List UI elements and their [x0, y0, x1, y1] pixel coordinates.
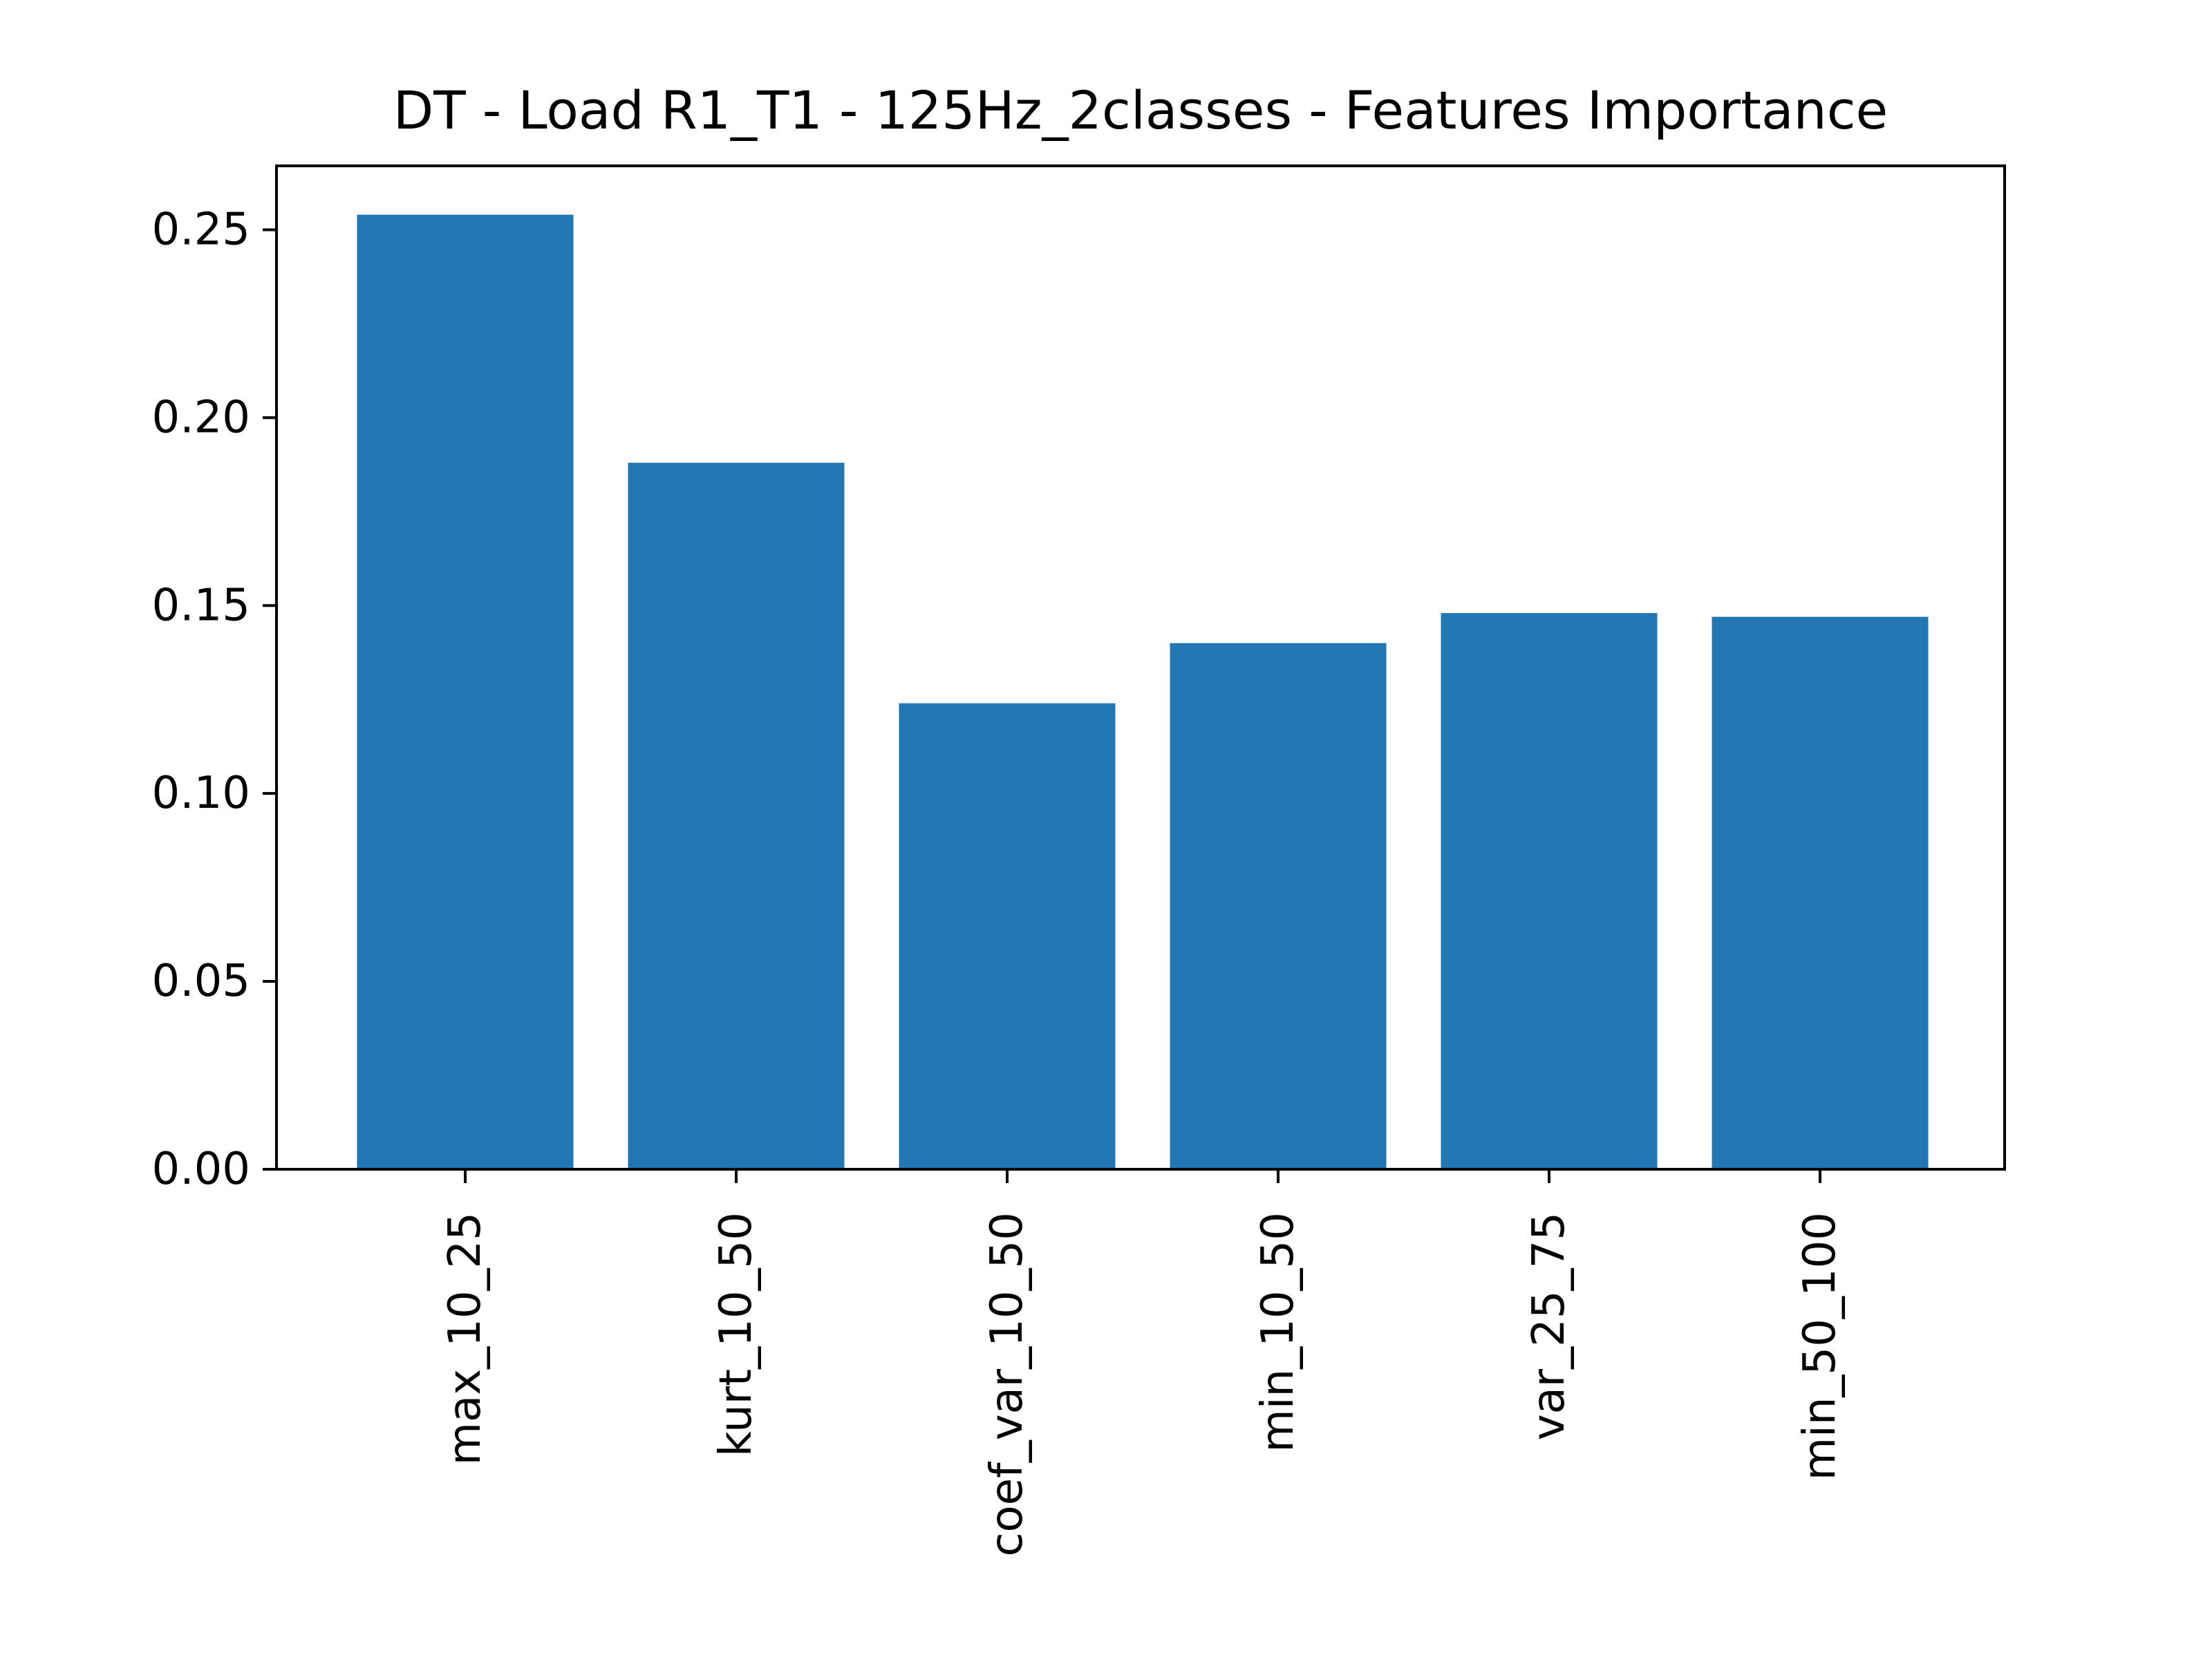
bar-min_50_100 — [1712, 616, 1929, 1169]
x-tick-label-kurt_10_50: kurt_10_50 — [711, 1212, 762, 1457]
x-axis: max_10_25 kurt_10_50 coef_var_10_50 min_10_… — [440, 1169, 1846, 1557]
bars-group — [357, 214, 1929, 1169]
bar-min_10_50 — [1170, 643, 1387, 1169]
bar-coef_var_10_50 — [899, 703, 1116, 1169]
x-tick-label-var_25_75: var_25_75 — [1524, 1212, 1575, 1440]
bar-kurt_10_50 — [628, 462, 845, 1169]
x-tick-label-min_50_100: min_50_100 — [1794, 1212, 1846, 1480]
chart-title: DT - Load R1_T1 - 125Hz_2classes - Featu… — [393, 79, 1888, 141]
y-tick-label: 0.05 — [152, 956, 251, 1007]
x-tick-label-coef_var_10_50: coef_var_10_50 — [982, 1212, 1033, 1557]
x-tick-label-max_10_25: max_10_25 — [440, 1212, 491, 1465]
x-tick-label-min_10_50: min_10_50 — [1253, 1212, 1304, 1453]
y-tick-label: 0.25 — [152, 204, 251, 255]
y-tick-label: 0.10 — [152, 768, 251, 819]
y-axis: 0.00 0.05 0.10 0.15 0.20 0.25 — [152, 204, 276, 1195]
plot-frame — [275, 164, 2006, 1171]
y-tick-label: 0.20 — [152, 392, 251, 443]
bar-max_10_25 — [357, 214, 574, 1169]
y-tick-label: 0.15 — [152, 580, 251, 631]
y-tick-label: 0.00 — [152, 1144, 251, 1195]
bar-var_25_75 — [1441, 613, 1658, 1169]
